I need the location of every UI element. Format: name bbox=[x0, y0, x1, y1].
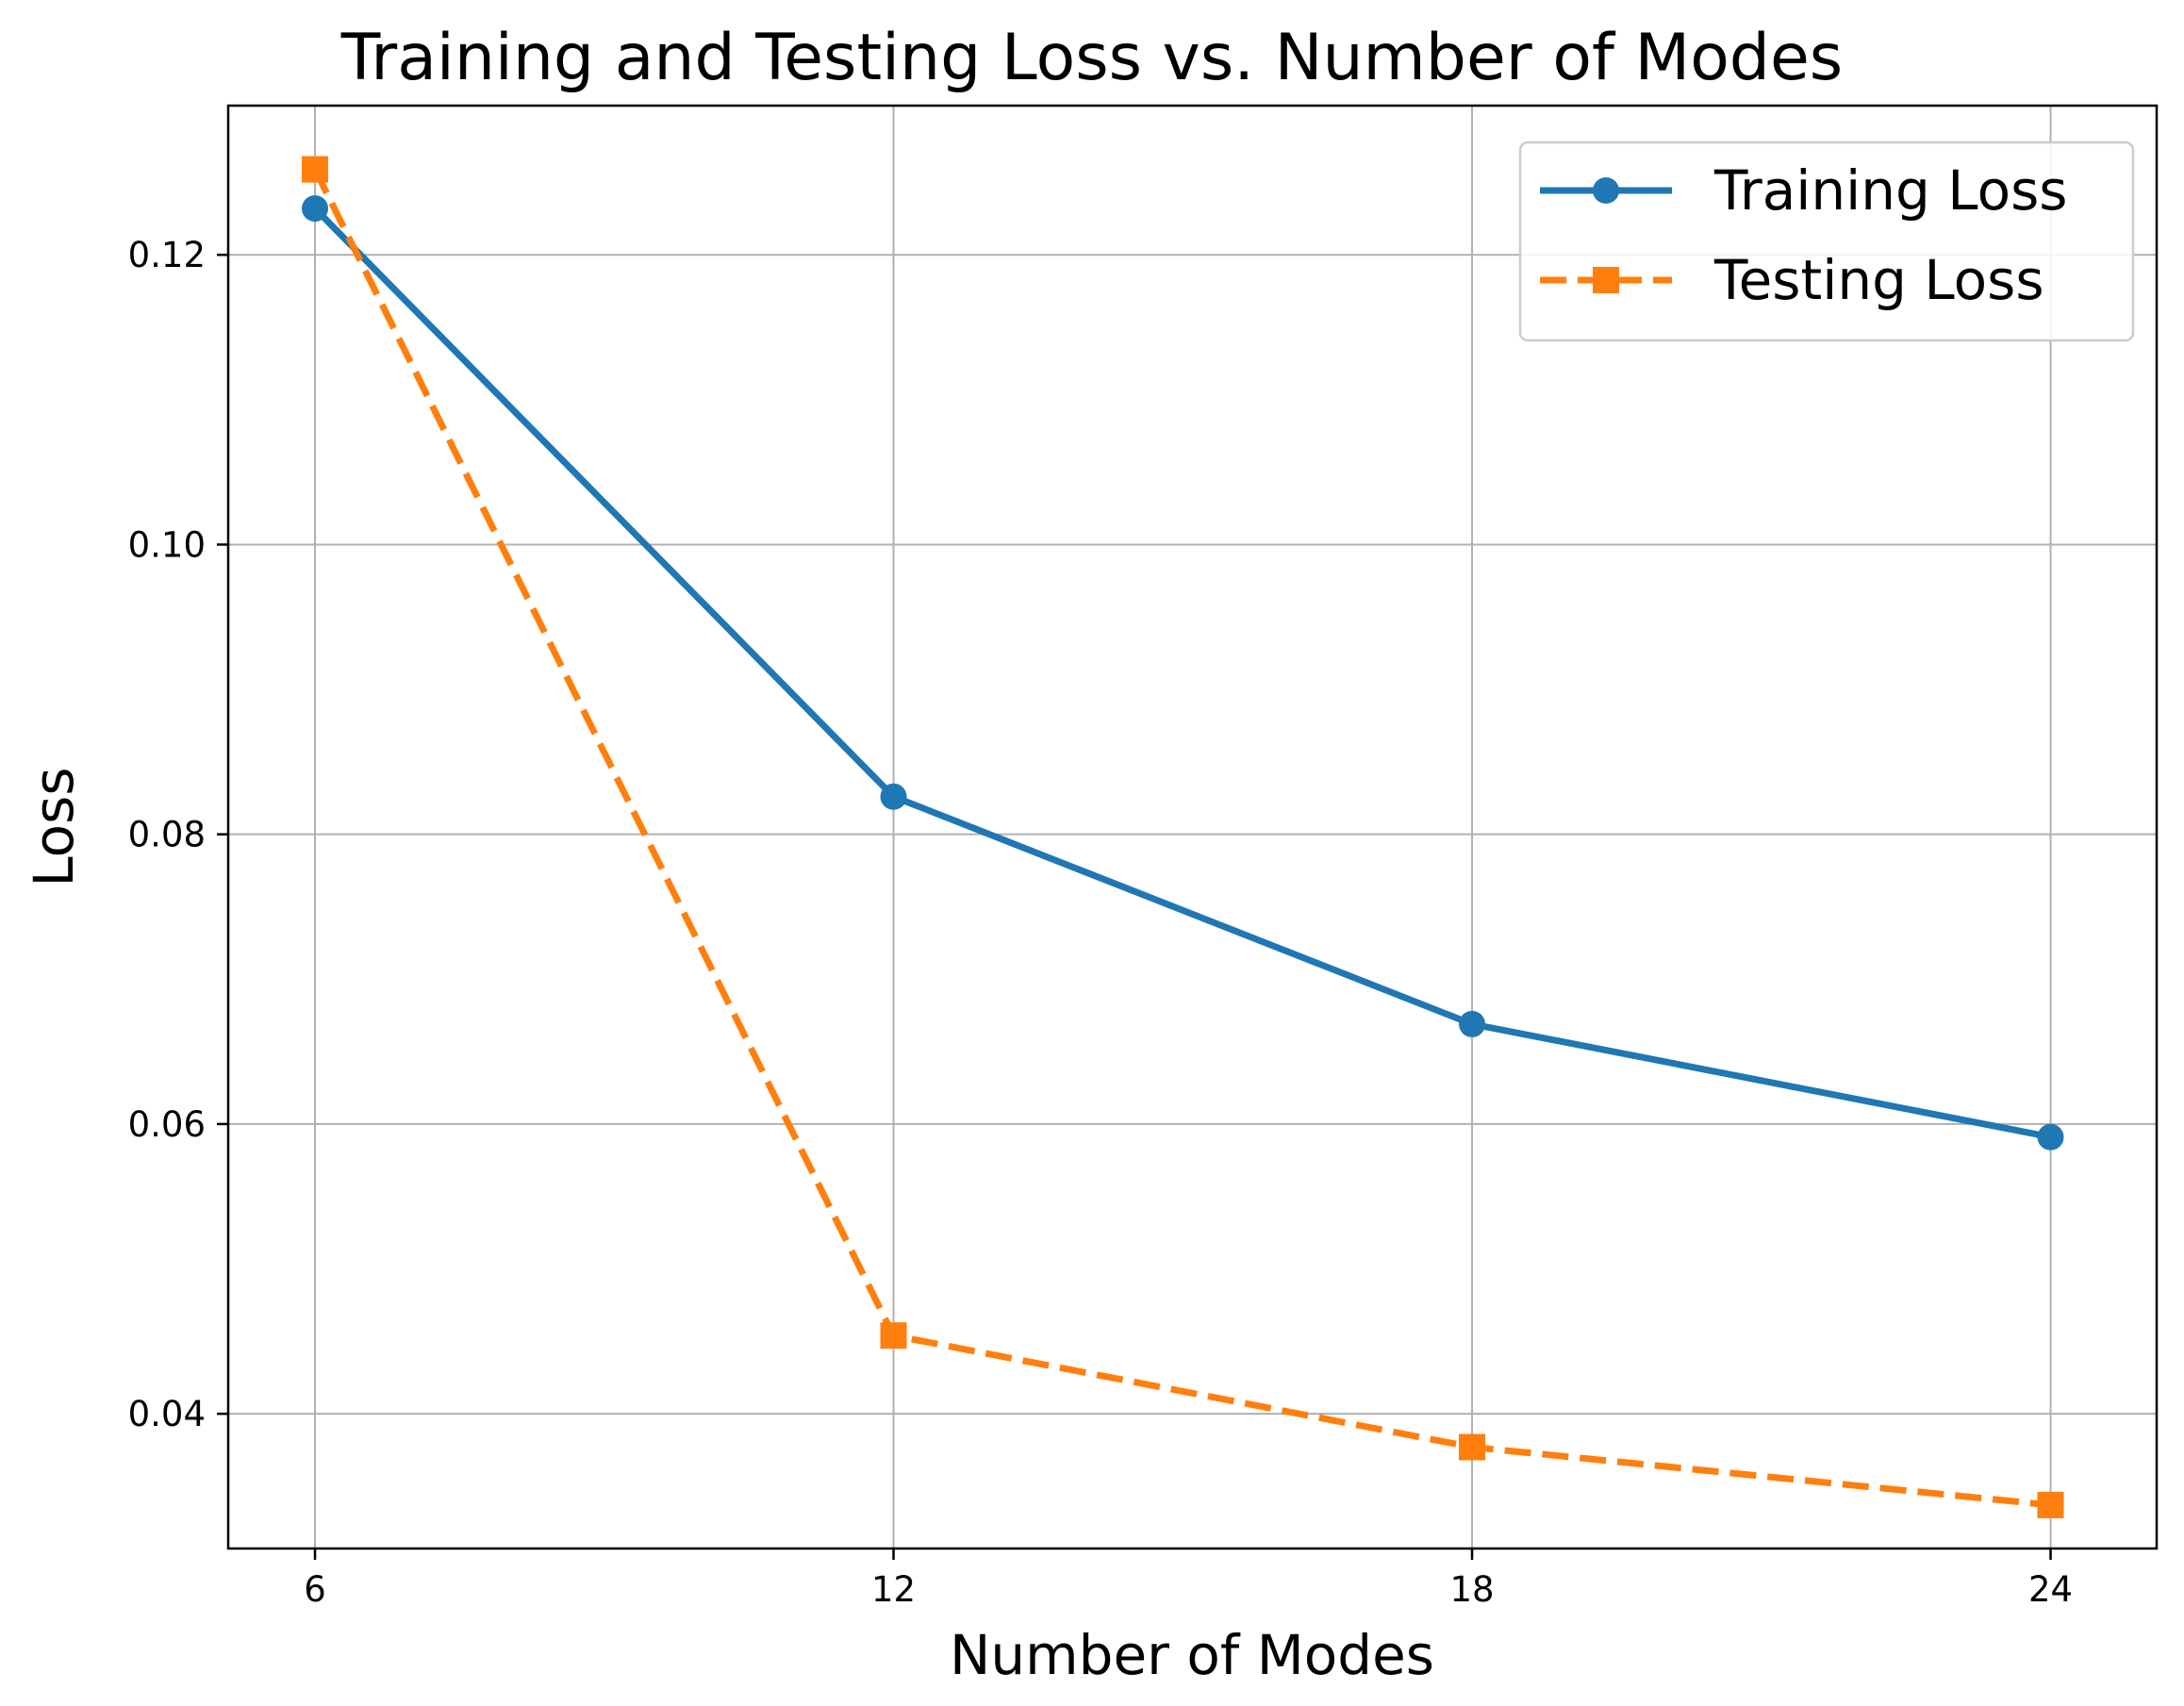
y-axis-label: Loss bbox=[22, 767, 86, 886]
y-tick-label: 0.08 bbox=[128, 815, 206, 855]
x-tick-label: 12 bbox=[871, 1569, 916, 1610]
data-point bbox=[1459, 1010, 1486, 1037]
x-axis-label: Number of Modes bbox=[950, 1623, 1434, 1687]
data-point bbox=[302, 195, 329, 223]
series-testing-loss bbox=[302, 156, 2064, 1518]
data-point bbox=[1459, 1433, 1486, 1461]
x-tick-label: 6 bbox=[304, 1569, 326, 1610]
legend-box bbox=[1518, 141, 2135, 342]
x-tick-label: 24 bbox=[2028, 1569, 2073, 1610]
y-axis-ticks: 0.04 0.06 0.08 0.10 0.12 bbox=[128, 235, 228, 1434]
data-point bbox=[302, 156, 329, 183]
data-point bbox=[2037, 1491, 2064, 1518]
plot-frame bbox=[226, 104, 2159, 1550]
data-point bbox=[880, 783, 907, 810]
chart-title: Training and Testing Loss vs. Number of … bbox=[340, 21, 1843, 95]
legend-label: Training Loss bbox=[1713, 158, 2068, 223]
y-tick-label: 0.06 bbox=[128, 1104, 206, 1145]
data-point bbox=[2037, 1123, 2064, 1151]
plot-series bbox=[302, 156, 2064, 1518]
series-training-loss bbox=[302, 195, 2064, 1151]
x-axis-ticks: 6 12 18 24 bbox=[304, 1549, 2073, 1610]
y-tick-label: 0.04 bbox=[128, 1394, 206, 1434]
series-line bbox=[312, 206, 2052, 1141]
series-line bbox=[311, 168, 2051, 1509]
data-point bbox=[880, 1322, 907, 1350]
legend-marker bbox=[1593, 267, 1619, 293]
legend: Training Loss Testing Loss bbox=[1518, 141, 2135, 342]
x-tick-label: 18 bbox=[1449, 1569, 1494, 1610]
y-tick-label: 0.10 bbox=[128, 524, 206, 565]
y-tick-label: 0.12 bbox=[128, 235, 206, 275]
legend-label: Testing Loss bbox=[1713, 248, 2044, 312]
legend-marker bbox=[1593, 177, 1619, 204]
